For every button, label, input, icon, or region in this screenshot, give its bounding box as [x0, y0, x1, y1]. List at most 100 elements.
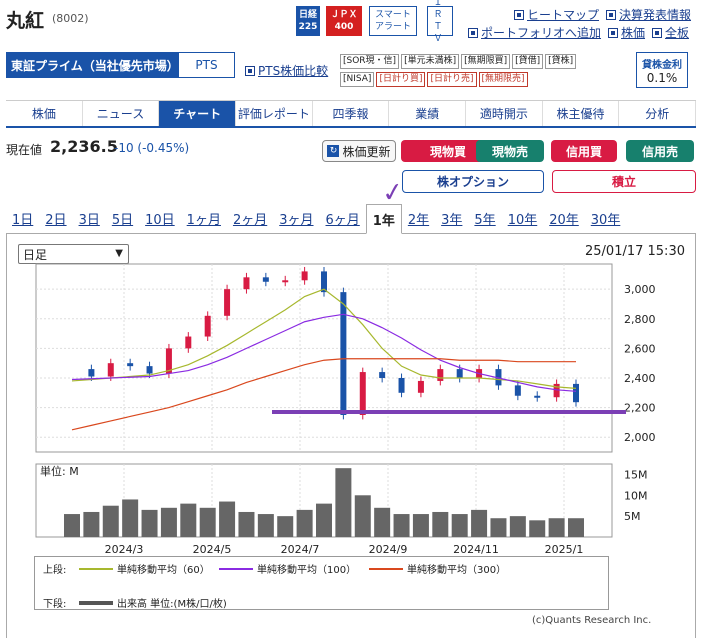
cash-sell-button[interactable]: 現物売	[476, 140, 544, 162]
market-tse-prime[interactable]: 東証プライム（当社優先市場）	[7, 53, 179, 77]
volume-bar	[354, 495, 371, 537]
volume-tick-label: 15M	[624, 468, 648, 481]
period-tab[interactable]: 30年	[590, 213, 621, 228]
period-tab[interactable]: 3ヶ月	[279, 213, 314, 228]
candle-body	[514, 385, 521, 396]
heatmap-icon	[514, 9, 524, 20]
chart-legend: 上段: 単純移動平均（60） 単純移動平均（100） 単純移動平均（300） 下…	[34, 556, 609, 610]
volume-bar	[490, 518, 507, 537]
heatmap-link[interactable]: ヒートマップ	[514, 6, 599, 23]
volume-bar	[374, 507, 391, 537]
tv-label: ＴＶ	[433, 22, 447, 44]
period-tab[interactable]: 10年	[507, 213, 538, 228]
margin-sell-button[interactable]: 信用売	[626, 140, 694, 162]
trade-tag: [無期限売]	[478, 72, 528, 87]
market-pts[interactable]: PTS	[195, 58, 218, 72]
volume-bar	[296, 509, 313, 537]
period-tab[interactable]: 1ヶ月	[186, 213, 221, 228]
cash-buy-button[interactable]: 現物買	[401, 140, 495, 162]
period-tab[interactable]: 2ヶ月	[232, 213, 268, 228]
nikkei-label: 日経	[298, 10, 317, 20]
period-tab[interactable]: 2日	[45, 213, 67, 228]
legend-ma300: 単純移動平均（300）	[407, 565, 507, 576]
period-tab[interactable]: 5日	[111, 213, 134, 228]
candle-body	[165, 348, 172, 374]
candle-body	[243, 277, 250, 290]
candle-body	[495, 369, 502, 386]
margin-buy-button[interactable]: 信用買	[551, 140, 617, 162]
tab-8[interactable]: 分析	[619, 101, 697, 126]
price-tick-label: 2,400	[624, 372, 656, 385]
tab-6[interactable]: 適時開示	[466, 101, 543, 126]
margin-rate-box: 貸株金利 0.1%	[636, 52, 688, 88]
price-label: 現在値	[6, 143, 43, 157]
price-tick-label: 3,000	[624, 283, 656, 296]
tab-1[interactable]: ニュース	[83, 101, 160, 126]
accumulate-button[interactable]: 積立	[552, 170, 696, 193]
tab-7[interactable]: 株主優待	[543, 101, 620, 126]
price-tick-label: 2,000	[624, 431, 656, 444]
zenban-label: 全板	[665, 26, 690, 40]
candle-body	[224, 289, 231, 316]
pts-compare-link[interactable]: PTS株価比較	[245, 62, 328, 79]
market-selector[interactable]: 東証プライム（当社優先市場） PTS	[6, 52, 235, 78]
volume-bar	[277, 516, 294, 537]
trade-tag: [日計り売]	[427, 72, 477, 87]
candle-body	[204, 315, 211, 337]
volume-bar	[160, 507, 177, 537]
volume-bar	[412, 514, 429, 537]
trade-tags: [SOR現・信] [単元未満株] [無期限買] [貸借] [貸株] [NISA] [日計り買…	[340, 54, 595, 87]
legend-top-label: 上段:	[43, 565, 67, 576]
tab-5[interactable]: 業績	[389, 101, 467, 126]
volume-tick-label: 10M	[624, 489, 648, 502]
volume-bar	[64, 514, 80, 537]
volume-bar	[548, 518, 565, 537]
time-tick-label: 2025/1	[545, 543, 584, 556]
refresh-price-button[interactable]: ↻ 株価更新	[322, 140, 396, 162]
tab-0[interactable]: 株価	[6, 101, 83, 126]
volume-bar	[568, 518, 584, 537]
ma60-swatch	[79, 567, 113, 570]
volume-bar	[257, 514, 274, 537]
earnings-icon	[606, 9, 616, 20]
period-tab[interactable]: 1日	[12, 213, 34, 228]
time-tick-label: 2024/9	[369, 543, 408, 556]
earnings-link[interactable]: 決算発表情報	[606, 6, 691, 23]
ir-label: ＩＲ	[433, 0, 447, 20]
refresh-icon: ↻	[327, 145, 340, 157]
period-tab[interactable]: 3日	[78, 213, 100, 228]
tab-3[interactable]: 評価レポート	[236, 101, 313, 126]
period-tab[interactable]: 10日	[145, 213, 175, 228]
trade-tag: [貸株]	[545, 54, 577, 69]
price-tick-label: 2,800	[624, 313, 656, 326]
volume-bar	[238, 511, 255, 537]
tab-2[interactable]: チャート	[159, 101, 237, 126]
tab-4[interactable]: 四季報	[313, 101, 390, 126]
time-tick-label: 2024/7	[281, 543, 320, 556]
trade-tag: [SOR現・信]	[340, 54, 400, 69]
candle-body	[534, 395, 541, 398]
smart-label: スマート	[375, 10, 411, 20]
zenban-link[interactable]: 全板	[652, 24, 689, 41]
period-tab[interactable]: 20年	[549, 213, 579, 228]
period-tab[interactable]: 3年	[441, 213, 463, 228]
kabuka-link[interactable]: 株価	[608, 24, 645, 41]
trade-tag: [単元未満株]	[401, 54, 460, 69]
ma300-swatch	[369, 567, 403, 570]
trade-tag: [無期限買]	[461, 54, 511, 69]
period-tab[interactable]: 1年	[365, 204, 402, 234]
chart-type-select[interactable]: 日足 ▼	[18, 244, 129, 264]
period-tab[interactable]: 2年	[407, 213, 430, 228]
period-tab[interactable]: 6ヶ月	[325, 213, 360, 228]
candle-body	[127, 363, 134, 367]
jpx400-badge[interactable]: ＪＰＸ 400	[326, 6, 362, 36]
period-tab[interactable]: 5年	[474, 213, 496, 228]
portfolio-add-link[interactable]: ポートフォリオへ追加	[468, 24, 601, 41]
candle-body	[398, 377, 405, 393]
smart-alert-button[interactable]: スマート アラート	[369, 6, 417, 36]
candle-body	[185, 336, 192, 349]
ma-line-2	[71, 313, 577, 392]
nikkei225-badge[interactable]: 日経 225	[296, 6, 320, 36]
ir-tv-button[interactable]: ＩＲ ＴＶ	[427, 0, 453, 44]
stock-option-button[interactable]: 株オプション	[402, 170, 544, 193]
